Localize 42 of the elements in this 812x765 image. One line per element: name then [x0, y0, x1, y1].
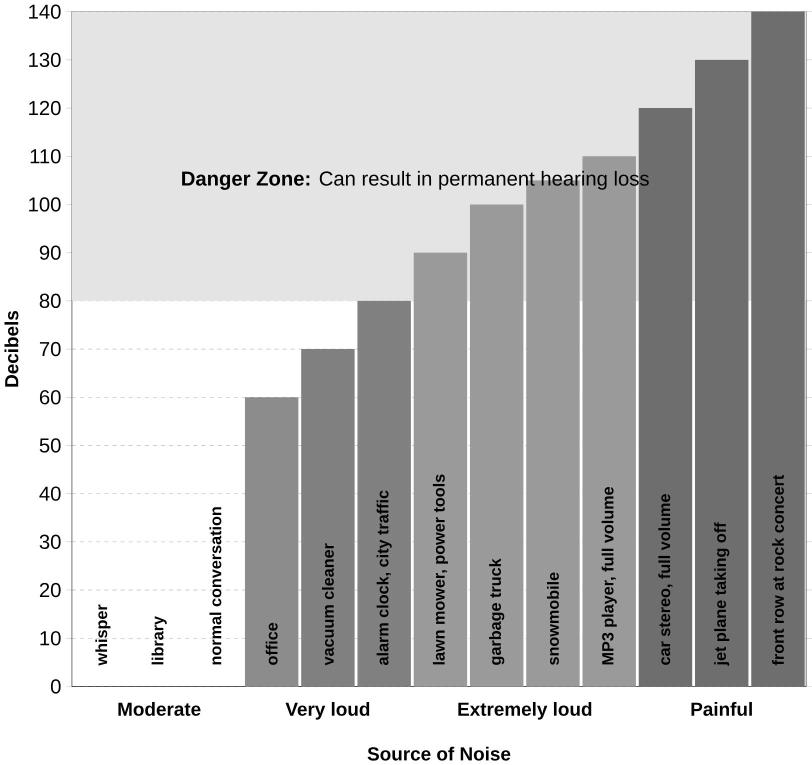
x-tick-label: normal conversation: [209, 507, 222, 664]
x-axis-title: Source of Noise: [368, 746, 510, 761]
x-tick-label: car stereo, full volume: [658, 494, 673, 665]
y-tick-label: 60: [40, 390, 61, 404]
bar: [470, 204, 524, 686]
y-tick-label: 120: [29, 100, 61, 116]
bar: [694, 60, 748, 686]
bar: [357, 300, 411, 686]
y-tick-label: 40: [39, 486, 61, 501]
x-tick-label: alarm clock, city traffic: [376, 490, 392, 665]
text: Very loud: [286, 702, 370, 720]
x-tick-label: lawn mower, power tools: [432, 474, 448, 664]
bar: [751, 12, 805, 686]
x-tick-label: office: [266, 622, 278, 665]
y-tick-label: 50: [40, 438, 61, 453]
x-tick-label: snowmobile: [547, 572, 559, 665]
x-tick-label: front row at rock concert: [772, 474, 784, 666]
bar: [414, 252, 468, 686]
text: Extremely loud: [458, 702, 592, 720]
band-label: Danger Zone: Can result in permanent hearing loss: [182, 170, 649, 190]
y-tick-label: 80: [40, 294, 61, 308]
text: Moderate: [118, 702, 200, 716]
x-tick-label: vacuum cleaner: [322, 543, 334, 666]
y-tick-label: 90: [40, 245, 61, 260]
text: Painful: [692, 702, 752, 716]
y-tick-label: 140: [29, 4, 61, 19]
x-tick-label: jet plane taking off: [714, 522, 730, 666]
x-tick-label: MP3 player, full volume: [602, 486, 617, 664]
x-tick-label: whisper: [95, 604, 110, 666]
y-tick-label: 130: [29, 52, 61, 67]
x-tick-label: garbage truck: [489, 558, 504, 665]
y-tick-label: 20: [40, 582, 61, 598]
y-tick-label: 0: [50, 679, 61, 694]
y-tick-label: 10: [40, 631, 61, 646]
y-tick-label: 30: [40, 534, 61, 549]
y-axis-title: Decibels: [4, 310, 18, 387]
bar: [301, 349, 355, 686]
x-tick-label: library: [152, 616, 167, 664]
bar: [244, 397, 298, 686]
y-tick-label: 70: [40, 342, 61, 356]
y-tick-label: 110: [30, 149, 61, 164]
y-tick-label: 100: [29, 197, 61, 212]
